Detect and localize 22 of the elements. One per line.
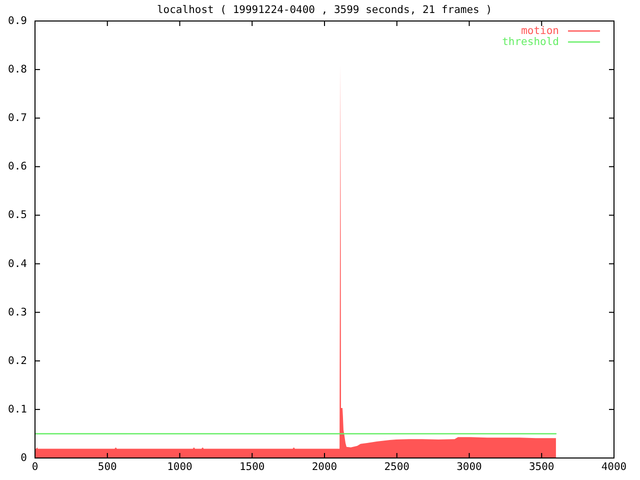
legend-label: motion — [521, 25, 559, 37]
y-tick-label: 0.1 — [8, 403, 27, 416]
x-tick-label: 2500 — [384, 461, 410, 473]
chart-title: localhost ( 19991224-0400 , 3599 seconds, 21 frames ) — [156, 4, 492, 16]
y-tick-label: 0.9 — [8, 15, 27, 27]
y-tick-label: 0.6 — [8, 160, 27, 173]
x-tick-label: 4000 — [601, 461, 627, 473]
y-tick-label: 0 — [20, 452, 27, 464]
x-tick-label: 1500 — [239, 461, 265, 473]
y-tick-label: 0.7 — [8, 112, 27, 124]
x-tick-label: 1000 — [167, 461, 192, 473]
y-tick-label: 0.4 — [8, 258, 27, 270]
y-tick-label: 0.5 — [8, 209, 27, 222]
y-tick-label: 0.3 — [8, 306, 27, 318]
x-tick-label: 3000 — [456, 461, 482, 473]
y-tick-label: 0.2 — [8, 354, 27, 367]
y-tick-label: 0.8 — [8, 64, 27, 76]
x-tick-label: 0 — [32, 461, 38, 473]
x-tick-label: 2000 — [312, 461, 338, 473]
x-tick-label: 500 — [98, 461, 117, 473]
legend-label: threshold — [502, 36, 559, 48]
x-tick-label: 3500 — [528, 461, 554, 473]
